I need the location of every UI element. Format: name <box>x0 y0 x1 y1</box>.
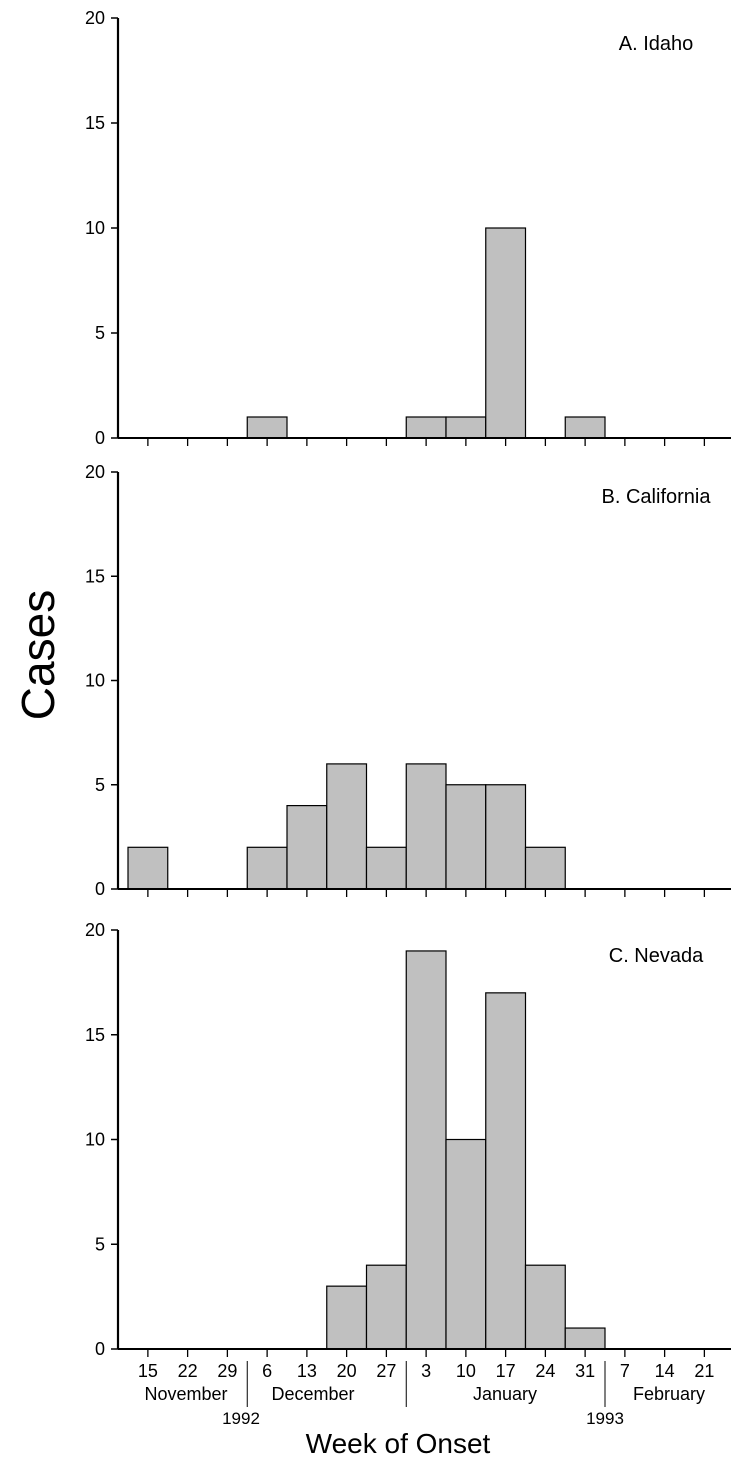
bar-1-8 <box>405 416 447 439</box>
month-label: November <box>144 1384 227 1404</box>
x-axis-title: Week of Onset <box>306 1428 491 1459</box>
bar-3-12 <box>564 1327 606 1350</box>
y-tick-label: 5 <box>95 775 105 795</box>
bar-3-9 <box>445 1138 487 1350</box>
bar-1-9 <box>445 416 487 439</box>
x-tick-label: 17 <box>496 1361 516 1381</box>
y-tick-label: 10 <box>85 1130 105 1150</box>
y-tick-label: 20 <box>85 8 105 28</box>
x-tick-label: 22 <box>178 1361 198 1381</box>
x-tick-label: 10 <box>456 1361 476 1381</box>
bar-3-10 <box>485 992 527 1350</box>
panels: 0 5 10 15 20 A. Idaho 0 5 10 15 20 B. California 0 5 1… <box>85 8 731 1359</box>
y-axis-title: Cases <box>12 590 64 720</box>
bar-2-6 <box>326 763 368 890</box>
y-tick-label: 15 <box>85 113 105 133</box>
panel-3: 0 5 10 15 20 C. Nevada <box>85 920 731 1359</box>
x-tick-label: 7 <box>620 1361 630 1381</box>
bar-2-5 <box>286 804 328 890</box>
panel-title: C. Nevada <box>609 945 704 967</box>
panel-2: 0 5 10 15 20 B. California <box>85 462 731 899</box>
bar-2-11 <box>524 846 566 890</box>
x-tick-label: 13 <box>297 1361 317 1381</box>
x-tick-label: 31 <box>575 1361 595 1381</box>
bar-3-8 <box>405 950 447 1350</box>
panel-title: B. California <box>602 486 712 508</box>
x-tick-label: 29 <box>217 1361 237 1381</box>
y-tick-label: 15 <box>85 1025 105 1045</box>
bar-3-7 <box>365 1264 407 1350</box>
x-tick-label: 6 <box>262 1361 272 1381</box>
y-tick-label: 20 <box>85 462 105 482</box>
x-axis-labels: 15 22 29 6 13 20 27 3 10 17 24 31 7 14 21 November Decem… <box>138 1361 714 1428</box>
y-tick-label: 0 <box>95 1339 105 1359</box>
x-tick-label: 20 <box>337 1361 357 1381</box>
y-tick-label: 10 <box>85 671 105 691</box>
bar-1-4 <box>246 416 288 439</box>
y-tick-label: 20 <box>85 920 105 940</box>
month-label: December <box>271 1384 354 1404</box>
panel-1: 0 5 10 15 20 A. Idaho <box>85 8 731 448</box>
year-label: 1992 <box>222 1409 260 1428</box>
y-tick-label: 0 <box>95 428 105 448</box>
y-tick-label: 10 <box>85 218 105 238</box>
y-tick-label: 15 <box>85 566 105 586</box>
bar-2-1 <box>127 846 169 890</box>
y-tick-label: 0 <box>95 879 105 899</box>
x-tick-label: 3 <box>421 1361 431 1381</box>
y-tick-label: 5 <box>95 1234 105 1254</box>
bar-1-12 <box>564 416 606 439</box>
x-tick-label: 15 <box>138 1361 158 1381</box>
bar-2-7 <box>365 846 407 890</box>
month-label: February <box>633 1384 705 1404</box>
year-label: 1993 <box>586 1409 624 1428</box>
x-tick-label: 24 <box>535 1361 555 1381</box>
bar-2-8 <box>405 763 447 890</box>
y-tick-label: 5 <box>95 323 105 343</box>
bar-1-10 <box>485 227 527 439</box>
bar-3-6 <box>326 1285 368 1350</box>
bar-2-10 <box>485 784 527 890</box>
x-tick-label: 14 <box>655 1361 675 1381</box>
x-tick-label: 27 <box>376 1361 396 1381</box>
bar-3-11 <box>524 1264 566 1350</box>
month-label: January <box>473 1384 537 1404</box>
x-tick-label: 21 <box>694 1361 714 1381</box>
panel-title: A. Idaho <box>619 33 694 55</box>
bar-2-9 <box>445 784 487 890</box>
bar-2-4 <box>246 846 288 890</box>
